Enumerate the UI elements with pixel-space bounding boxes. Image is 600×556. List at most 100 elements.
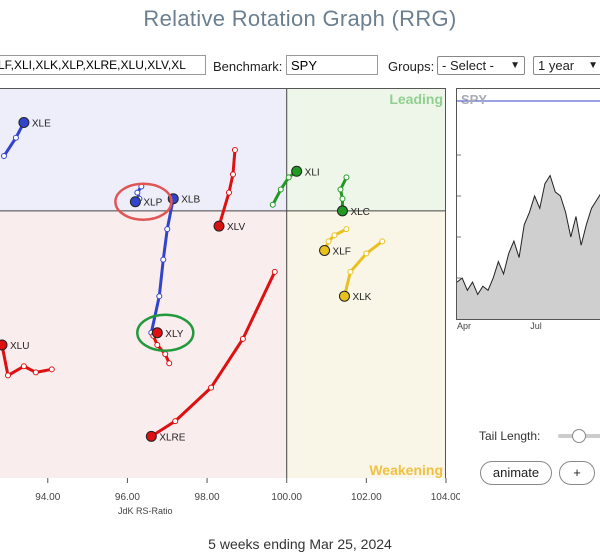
tail-point: [239, 335, 246, 342]
benchmark-area: [457, 175, 600, 319]
series-label: XLV: [227, 222, 245, 233]
tail-point: [48, 366, 55, 373]
tail-point: [379, 238, 386, 245]
tail-point: [231, 146, 238, 153]
tail-point: [0, 153, 7, 160]
series-label: XLK: [352, 292, 371, 303]
period-select-value: 1 year: [538, 58, 575, 73]
page-title: Relative Rotation Graph (RRG): [143, 6, 457, 31]
highlight-ring-xly: [136, 313, 195, 352]
rrg-chart[interactable]: Leading Weakening XLE XLB XLP XLV XLY XLU XLRE…: [0, 88, 446, 478]
highlight-ring-xlp: [114, 182, 173, 221]
tail-point: [164, 226, 171, 233]
benchmark-label: SPY: [461, 92, 487, 107]
groups-select-value: - Select -: [442, 58, 495, 73]
series-xlk[interactable]: XLK: [338, 238, 386, 303]
tail-point: [347, 268, 354, 275]
slider-handle[interactable]: [572, 429, 586, 443]
chevron-down-icon: ▼: [510, 60, 520, 71]
series-xlre[interactable]: XLRE: [145, 268, 278, 443]
tail-point: [285, 174, 292, 181]
series-label: XLI: [305, 167, 320, 178]
quadrant-leading: [286, 89, 445, 211]
tail-point: [339, 195, 346, 202]
tail-point: [343, 174, 350, 181]
quadrant-label-weakening: Weakening: [369, 462, 443, 478]
head-point[interactable]: [18, 117, 30, 129]
series-xlc[interactable]: XLC: [336, 174, 370, 218]
x-axis: 94.00 96.00 98.00 100.00 102.00 104.00: [35, 478, 460, 503]
tail-length-label: Tail Length:: [479, 429, 541, 443]
tail-point: [154, 341, 161, 348]
head-point[interactable]: [336, 205, 348, 217]
tail-line: [338, 175, 348, 213]
x-tick-label: 98.00: [195, 492, 220, 503]
series-label: XLF: [333, 246, 351, 257]
head-point[interactable]: [145, 430, 157, 442]
series-label: XLU: [10, 341, 29, 352]
tail-point: [134, 189, 141, 196]
tail-point: [172, 418, 179, 425]
benchmark-x-tick: Jul: [530, 321, 542, 331]
series-xli[interactable]: XLI: [269, 165, 320, 208]
chevron-down-icon: ▼: [588, 60, 598, 71]
series-xlu[interactable]: XLU: [0, 339, 55, 379]
head-point[interactable]: [319, 244, 331, 256]
series-label: XLY: [165, 329, 183, 340]
tail-point: [363, 250, 370, 257]
x-axis-label: JdK RS-Ratio: [118, 506, 173, 516]
tail-point: [229, 171, 236, 178]
head-point[interactable]: [291, 165, 303, 177]
benchmark-x-tick: Apr: [457, 321, 471, 331]
x-tick-label: 94.00: [35, 492, 60, 503]
plus-button[interactable]: +: [559, 461, 595, 485]
series-xle[interactable]: XLE: [0, 117, 51, 160]
tail-point: [343, 226, 350, 233]
x-tick-label: 96.00: [115, 492, 140, 503]
head-point[interactable]: [338, 290, 350, 302]
tail-point: [32, 369, 39, 376]
tail-point: [337, 186, 344, 193]
tail-point: [166, 360, 173, 367]
series-label: XLE: [32, 119, 51, 130]
benchmark-chart: SPY: [456, 88, 600, 320]
series-xlp[interactable]: XLP: [129, 183, 163, 209]
x-tick-label: 104.00: [431, 492, 460, 503]
x-tick-label: 102.00: [351, 492, 382, 503]
period-select[interactable]: 1 year ▼: [533, 56, 600, 75]
series-label: XLB: [181, 195, 200, 206]
quadrant-label-leading: Leading: [389, 91, 443, 107]
tail-point: [4, 372, 11, 379]
head-point[interactable]: [151, 327, 163, 339]
head-point[interactable]: [213, 220, 225, 232]
tail-point: [331, 232, 338, 239]
symbols-input[interactable]: [0, 55, 206, 75]
benchmark-price-line: [457, 174, 600, 296]
head-point[interactable]: [0, 339, 8, 351]
groups-label: Groups:: [388, 59, 435, 74]
tail-point: [277, 186, 284, 193]
tail-point: [156, 293, 163, 300]
benchmark-x-axis: Apr Jul: [457, 321, 542, 331]
x-tick-label: 100.00: [271, 492, 302, 503]
series-xly[interactable]: XLY: [150, 327, 184, 367]
tail-length-slider[interactable]: [558, 429, 600, 443]
controls-bar: Benchmark: Groups: - Select - ▼ 1 year ▼: [0, 52, 600, 82]
tail-point: [20, 363, 27, 370]
quadrant-improving: [0, 89, 287, 211]
benchmark-plot: SPY: [457, 92, 600, 319]
benchmark-label: Benchmark:: [213, 59, 283, 74]
animate-button[interactable]: animate: [480, 461, 552, 485]
rrg-plot: Leading Weakening XLE XLB XLP XLV XLY XLU XLRE…: [0, 89, 445, 478]
series-label: XLC: [350, 207, 369, 218]
period-caption: 5 weeks ending Mar 25, 2024: [208, 536, 392, 552]
tail-line: [217, 148, 237, 228]
groups-select[interactable]: - Select - ▼: [437, 56, 525, 75]
tail-point: [225, 189, 232, 196]
tail-point: [208, 384, 215, 391]
tail-point: [12, 134, 19, 141]
benchmark-input[interactable]: [286, 55, 378, 75]
head-point[interactable]: [129, 196, 141, 208]
series-xlf[interactable]: XLF: [319, 226, 351, 258]
series-xlv[interactable]: XLV: [213, 146, 246, 233]
